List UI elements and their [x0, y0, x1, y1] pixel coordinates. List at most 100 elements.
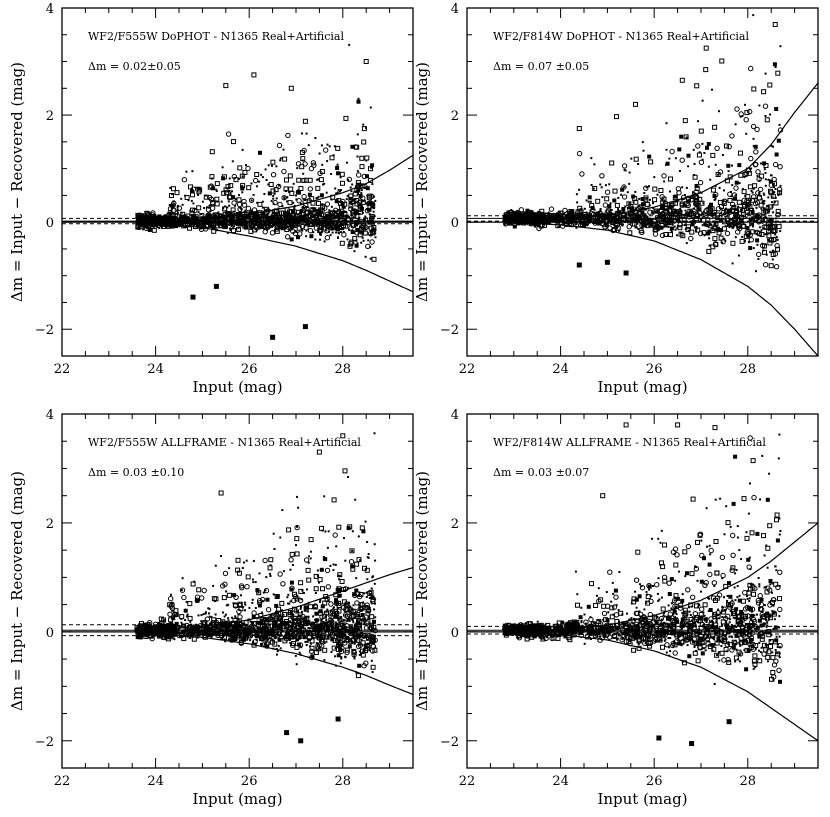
data-point	[268, 566, 272, 570]
data-point	[266, 636, 268, 638]
data-point	[758, 105, 760, 107]
data-point	[271, 165, 273, 167]
y-tick-label: 2	[46, 109, 54, 124]
data-point	[249, 639, 251, 641]
outlier-point	[224, 84, 228, 88]
data-point	[768, 83, 772, 87]
data-point	[295, 231, 297, 233]
data-point	[780, 185, 782, 187]
x-tick-label: 22	[54, 362, 71, 377]
data-point	[359, 213, 361, 215]
data-point	[269, 637, 271, 639]
data-point	[242, 567, 244, 569]
data-point	[737, 163, 741, 167]
data-point	[772, 206, 774, 208]
y-tick-label: −2	[440, 323, 459, 338]
data-point	[325, 568, 329, 572]
data-point	[355, 577, 357, 579]
data-point	[699, 129, 703, 133]
data-point	[764, 233, 766, 235]
data-point	[289, 569, 291, 571]
data-point	[651, 211, 653, 213]
data-point	[373, 211, 375, 213]
data-point	[713, 125, 717, 129]
data-point	[744, 176, 746, 178]
data-point	[307, 578, 311, 582]
x-tick-label: 24	[147, 362, 164, 377]
data-point	[349, 626, 351, 628]
data-point	[350, 190, 352, 192]
data-point	[173, 638, 175, 640]
data-point	[372, 671, 374, 673]
data-point	[266, 216, 268, 218]
data-point	[217, 211, 219, 213]
data-point	[725, 231, 729, 235]
data-point	[319, 153, 321, 155]
data-point	[756, 198, 758, 200]
data-point	[340, 662, 342, 664]
data-point	[679, 208, 681, 210]
data-point	[283, 196, 285, 198]
data-point	[374, 200, 376, 202]
data-point	[739, 182, 741, 184]
data-point	[711, 153, 715, 157]
data-point	[295, 195, 297, 197]
data-point	[696, 226, 698, 228]
data-point	[314, 587, 318, 591]
data-point	[670, 227, 674, 231]
data-point	[307, 640, 309, 642]
data-point	[349, 560, 353, 564]
data-point	[232, 140, 236, 144]
data-point	[631, 195, 635, 199]
data-point	[296, 496, 298, 498]
data-point	[612, 199, 616, 203]
data-point	[755, 201, 757, 203]
data-point	[220, 555, 222, 557]
data-point	[237, 613, 239, 615]
data-point	[754, 150, 758, 154]
data-point	[575, 223, 577, 225]
data-point	[306, 644, 308, 646]
data-point	[370, 107, 372, 109]
data-point	[357, 170, 359, 172]
x-tick-label: 26	[241, 362, 258, 377]
data-point	[362, 212, 364, 214]
data-point	[222, 596, 226, 600]
data-point	[677, 147, 681, 151]
data-point	[197, 206, 201, 210]
data-point	[331, 229, 333, 231]
data-point	[365, 156, 369, 160]
data-point	[335, 199, 339, 203]
data-point	[274, 548, 276, 550]
data-point	[746, 194, 750, 198]
data-point	[735, 107, 739, 111]
outlier-point	[271, 335, 275, 339]
data-point	[211, 178, 213, 180]
data-point	[228, 223, 230, 225]
data-point	[753, 184, 757, 188]
data-point	[735, 181, 739, 185]
data-point	[662, 207, 664, 209]
x-tick-label: 24	[552, 362, 569, 377]
data-point	[323, 495, 325, 497]
outlier-point	[191, 295, 195, 299]
outlier-point	[577, 263, 581, 267]
data-point	[212, 585, 214, 587]
data-point	[613, 189, 617, 193]
data-point	[653, 232, 657, 236]
data-point	[691, 210, 693, 212]
data-point	[353, 209, 355, 211]
data-point	[288, 201, 292, 205]
data-point	[319, 239, 321, 241]
data-point	[329, 565, 331, 567]
data-point	[763, 104, 767, 108]
data-point	[648, 185, 650, 187]
data-point	[354, 643, 356, 645]
x-tick-label: 28	[740, 362, 757, 377]
data-point	[656, 211, 658, 213]
data-point	[346, 198, 348, 200]
data-point	[344, 116, 348, 120]
data-point	[164, 214, 166, 216]
data-point	[321, 144, 323, 146]
